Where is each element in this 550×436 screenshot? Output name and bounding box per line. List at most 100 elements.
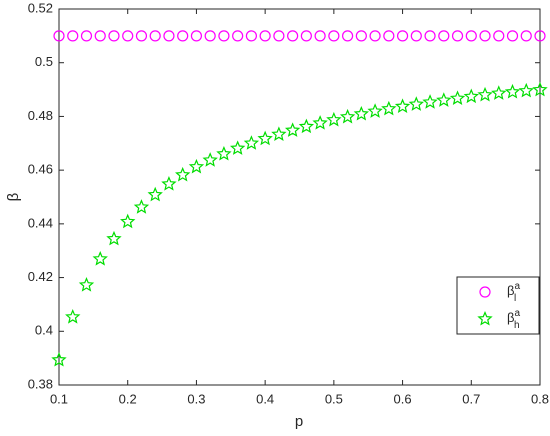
legend-name-sub: l <box>514 293 516 304</box>
data-point <box>51 351 67 367</box>
x-tick-label: 0.1 <box>50 391 68 406</box>
data-point <box>229 140 246 155</box>
data-point <box>520 30 532 42</box>
data-point <box>204 30 216 42</box>
data-point <box>257 130 273 146</box>
legend-box <box>456 276 540 335</box>
data-point <box>202 152 218 167</box>
data-point <box>477 86 493 102</box>
x-tick-label: 0.2 <box>119 391 137 406</box>
x-tick-label: 0.5 <box>325 391 343 406</box>
data-point <box>259 30 271 42</box>
legend-marker <box>477 310 493 326</box>
data-point <box>463 88 479 104</box>
data-point <box>149 30 161 42</box>
legend-label: βa h <box>507 308 520 331</box>
data-point <box>465 30 477 42</box>
data-point <box>381 100 397 116</box>
y-tick-label: 0.42 <box>28 269 53 284</box>
data-point <box>94 30 106 42</box>
data-point <box>422 94 438 109</box>
data-point <box>232 30 244 42</box>
x-tick-label: 0.8 <box>531 391 549 406</box>
data-point <box>284 122 301 137</box>
data-point <box>271 126 287 141</box>
data-point <box>328 30 340 42</box>
y-tick-label: 0.4 <box>35 323 53 338</box>
legend-name-sub: h <box>514 320 520 331</box>
data-point <box>491 85 507 100</box>
data-point <box>122 30 134 42</box>
data-point <box>436 92 452 107</box>
axes-box <box>58 8 541 386</box>
data-point <box>65 308 81 324</box>
y-tick-label: 0.52 <box>28 0 53 15</box>
data-point <box>369 30 381 42</box>
data-point <box>493 30 505 42</box>
data-point <box>451 30 464 42</box>
data-point <box>326 111 342 127</box>
data-point <box>135 30 148 42</box>
data-point <box>312 115 328 130</box>
data-point <box>424 30 436 42</box>
data-point <box>67 30 79 42</box>
legend-label: βa l <box>507 281 520 304</box>
data-point <box>383 30 395 42</box>
data-point <box>506 30 519 42</box>
data-point <box>396 30 409 42</box>
x-tick-label: 0.6 <box>394 391 412 406</box>
data-point <box>300 30 312 42</box>
data-point <box>353 105 370 121</box>
data-point <box>298 118 315 134</box>
data-point <box>394 98 411 114</box>
data-point <box>243 135 260 150</box>
data-point <box>355 30 367 42</box>
data-point <box>410 30 422 42</box>
legend-name: β <box>507 283 514 298</box>
data-point <box>161 176 177 191</box>
data-point <box>438 30 450 42</box>
data-point <box>479 30 491 42</box>
data-point <box>190 30 203 42</box>
y-tick-label: 0.44 <box>28 215 53 230</box>
data-point <box>504 83 521 99</box>
x-axis-label: p <box>295 413 303 430</box>
legend-name: β <box>507 310 514 325</box>
data-point <box>339 108 356 124</box>
data-point <box>273 30 285 42</box>
data-point <box>163 30 175 42</box>
data-point <box>314 30 326 42</box>
legend-name-sup: a <box>514 308 520 319</box>
data-point <box>449 90 466 105</box>
data-point <box>367 103 383 118</box>
data-point <box>218 30 230 42</box>
y-tick-label: 0.5 <box>35 54 53 69</box>
data-point <box>106 230 122 246</box>
y-axis-label: β <box>5 192 22 201</box>
data-point <box>534 30 546 42</box>
x-tick-label: 0.7 <box>462 391 480 406</box>
data-point <box>133 199 150 214</box>
data-point <box>287 30 299 42</box>
legend-name-sup: a <box>514 281 520 292</box>
data-point <box>408 96 424 111</box>
data-point <box>53 30 65 42</box>
x-tick-label: 0.3 <box>187 391 205 406</box>
y-tick-label: 0.48 <box>28 108 53 123</box>
legend-marker <box>479 286 491 298</box>
data-point <box>518 82 534 98</box>
data-point <box>80 30 93 42</box>
data-point <box>120 213 136 229</box>
data-point <box>78 277 95 292</box>
y-tick-label: 0.38 <box>28 376 53 391</box>
y-tick-label: 0.46 <box>28 162 53 177</box>
data-point <box>175 166 191 182</box>
data-point <box>342 30 354 42</box>
data-point <box>188 158 205 174</box>
data-point <box>216 145 232 161</box>
data-point <box>108 30 120 42</box>
data-point <box>532 81 548 97</box>
data-point <box>245 30 257 42</box>
x-tick-label: 0.4 <box>256 391 274 406</box>
